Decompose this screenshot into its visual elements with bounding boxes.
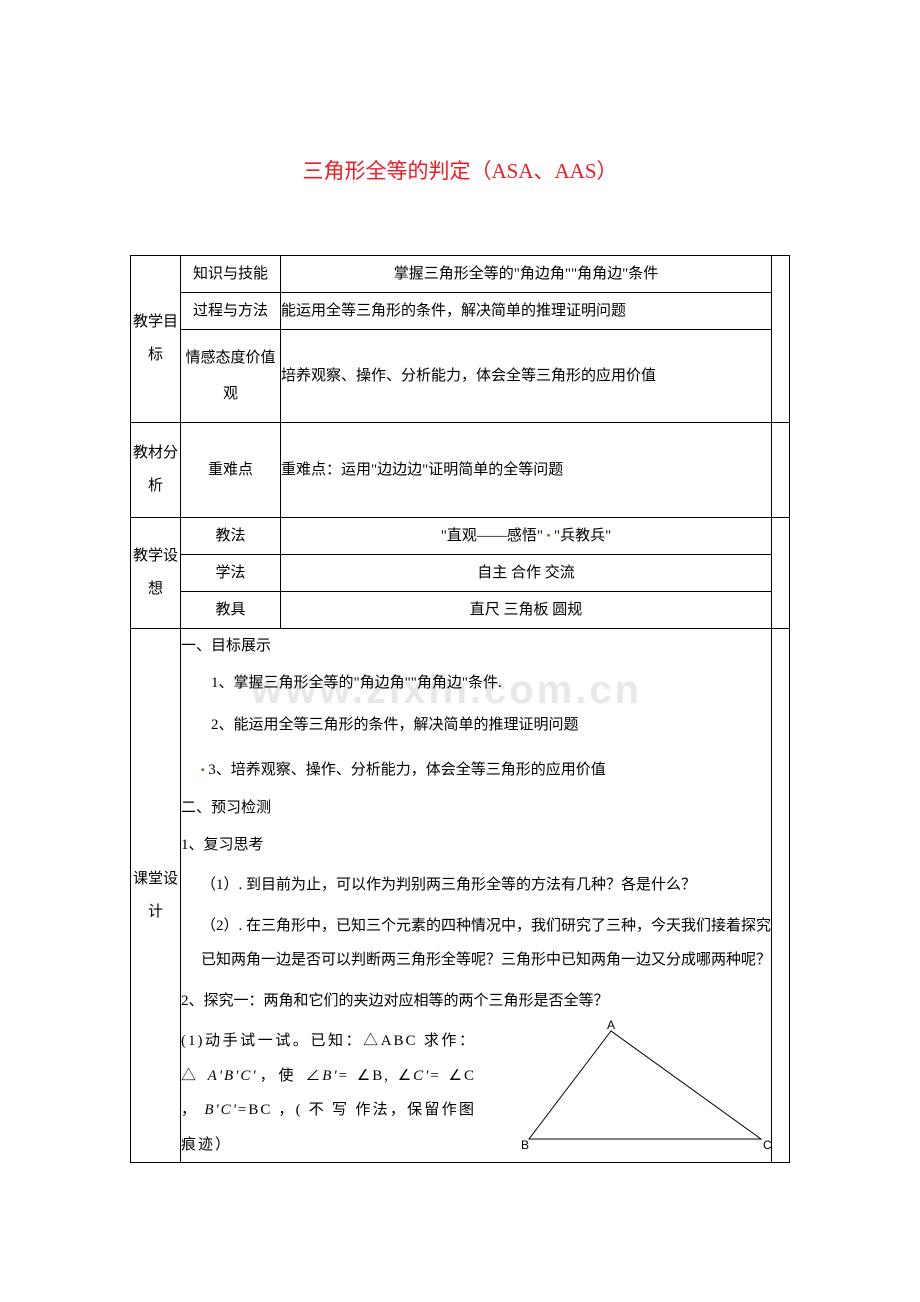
classroom-label: 课堂设计 (131, 629, 181, 1163)
design-row1-part2: "兵教兵" (554, 528, 611, 544)
goals-row3-col3: 培养观察、操作、分析能力，体会全等三角形的应用价值 (281, 330, 772, 423)
goals-row2-col3: 能运用全等三角形的条件，解决简单的推理证明问题 (281, 293, 772, 330)
goals-col4 (772, 256, 790, 423)
lesson-plan-table: 教学目标 知识与技能 掌握三角形全等的"角边角""角角边"条件 过程与方法 能运… (130, 255, 790, 1163)
classroom-content: www.zixin.com.cn 一、目标展示 1、掌握三角形全等的"角边角""… (181, 629, 772, 1163)
classroom-col4 (772, 629, 790, 1163)
section1-item3: ▪ 3、培养观察、操作、分析能力，体会全等三角形的应用价值 (181, 753, 771, 788)
page-title: 三角形全等的判定（ASA、AAS） (0, 155, 920, 185)
design-row3-col2: 教具 (181, 592, 281, 629)
vertex-a-label: A (607, 1019, 615, 1032)
triangle-diagram: A B C (511, 1019, 771, 1154)
design-row1-part1: "直观——感悟" (441, 528, 547, 544)
goals-row1-col2: 知识与技能 (181, 256, 281, 293)
problem-text: (1)动手试一试。已知：△ABC 求作：△ A'B'C'，使 ∠B'= ∠B, … (181, 1024, 476, 1162)
section1-title: 一、目标展示 (181, 629, 771, 664)
vertex-c-label: C (763, 1138, 771, 1152)
goals-row1-col3: 掌握三角形全等的"角边角""角角边"条件 (281, 256, 772, 293)
green-dot-icon: ▪ (201, 765, 205, 776)
design-row2-col3: 自主 合作 交流 (281, 555, 772, 592)
vertex-b-label: B (521, 1138, 529, 1152)
analysis-label: 教材分析 (131, 423, 181, 518)
goals-label: 教学目标 (131, 256, 181, 423)
design-row1-col2: 教法 (181, 518, 281, 555)
problem-wrap: (1)动手试一试。已知：△ABC 求作：△ A'B'C'，使 ∠B'= ∠B, … (181, 1024, 771, 1162)
section2-q2: （2）. 在三角形中，已知三个元素的四种情况中，我们研究了三种，今天我们接着探究… (181, 909, 771, 978)
section2-title: 二、预习检测 (181, 791, 771, 826)
goals-row3-col2: 情感态度价值观 (181, 330, 281, 423)
design-label: 教学设想 (131, 518, 181, 629)
section2-q1: （1）. 到目前为止，可以作为判别两三角形全等的方法有几种？各是什么？ (181, 868, 771, 903)
goals-row2-col2: 过程与方法 (181, 293, 281, 330)
green-dot-icon: ▪ (547, 530, 551, 541)
design-row3-col3: 直尺 三角板 圆规 (281, 592, 772, 629)
section2-item2: 2、探究一：两角和它们的夹边对应相等的两个三角形是否全等？ (181, 984, 771, 1019)
section1-item1: 1、掌握三角形全等的"角边角""角角边"条件. (181, 666, 771, 701)
section2-subtitle: 1、复习思考 (181, 828, 771, 863)
analysis-row1-col2: 重难点 (181, 423, 281, 518)
analysis-col4 (772, 423, 790, 518)
section1-item2: 2、能运用全等三角形的条件，解决简单的推理证明问题 (181, 708, 771, 743)
design-row2-col2: 学法 (181, 555, 281, 592)
analysis-row1-col3: 重难点：运用"边边边"证明简单的全等问题 (281, 423, 772, 518)
design-col4 (772, 518, 790, 629)
design-row1-col3: "直观——感悟" ▪ "兵教兵" (281, 518, 772, 555)
